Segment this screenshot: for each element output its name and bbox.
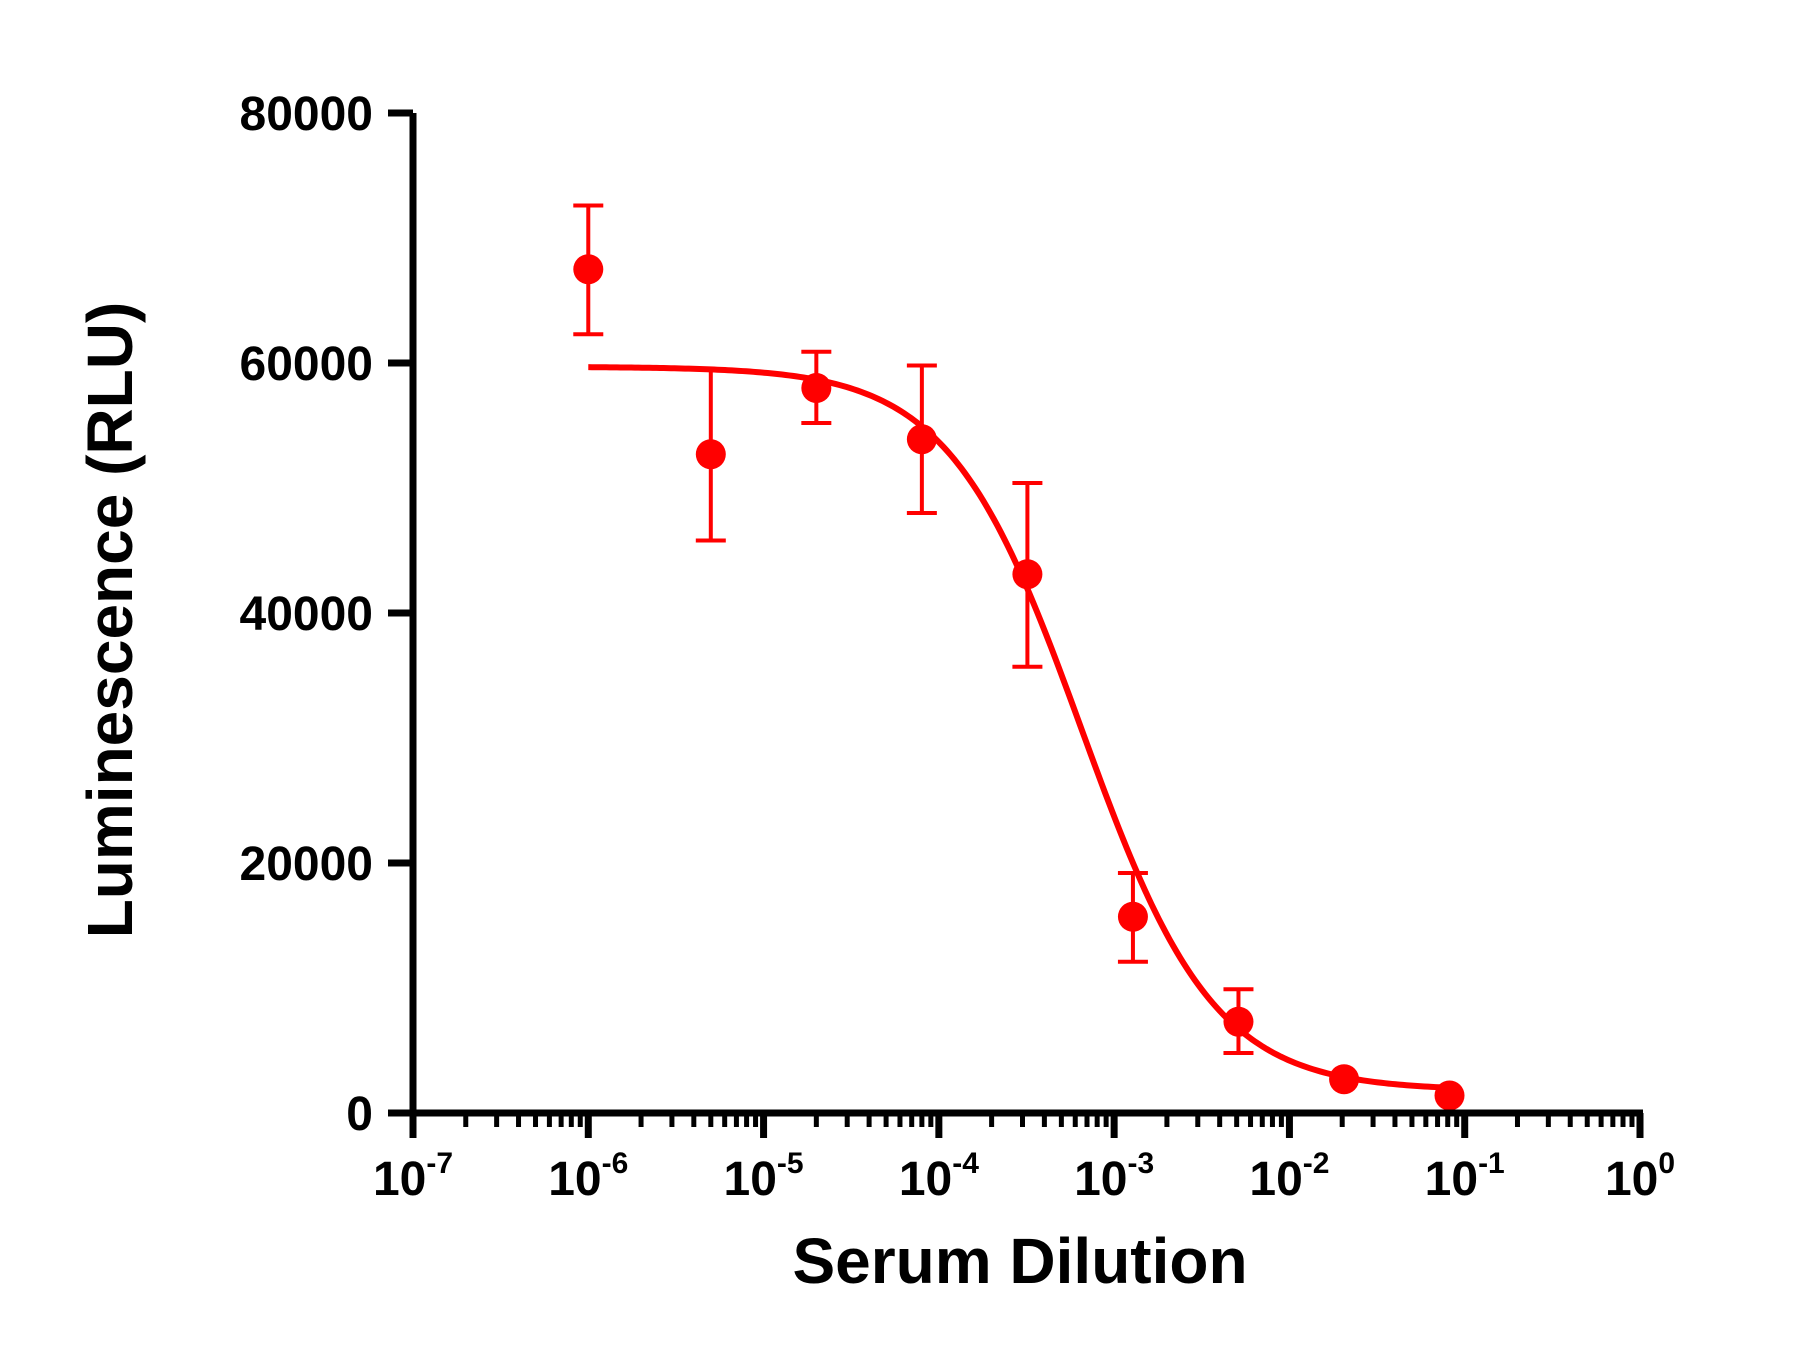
y-tick-label: 80000 (240, 88, 373, 141)
y-tick-label: 20000 (240, 838, 373, 891)
x-tick-label: 10-5 (724, 1147, 804, 1206)
fit-curve (588, 364, 1450, 1091)
x-tick-label: 100 (1605, 1147, 1675, 1206)
y-tick-label: 0 (346, 1088, 373, 1141)
data-point (573, 254, 604, 285)
x-tick-exponent: 0 (1658, 1147, 1675, 1180)
x-tick-base: 10 (899, 1153, 952, 1206)
data-point (695, 439, 726, 470)
x-tick-exponent: -7 (426, 1147, 453, 1180)
y-tick-label: 60000 (240, 338, 373, 391)
data-point (1117, 901, 1148, 932)
marks-layer (573, 203, 1465, 1111)
data-point (1329, 1064, 1360, 1095)
x-tick-base: 10 (548, 1153, 601, 1206)
x-tick-base: 10 (724, 1153, 777, 1206)
x-tick-exponent: -6 (602, 1147, 629, 1180)
data-point (801, 373, 832, 403)
x-tick-exponent: -4 (952, 1147, 979, 1180)
x-tick-exponent: -1 (1478, 1147, 1505, 1180)
fit-layer (588, 364, 1450, 1091)
x-tick-label: 10-6 (548, 1147, 628, 1206)
x-tick-label: 10-2 (1249, 1147, 1329, 1206)
x-tick-base: 10 (1605, 1153, 1658, 1206)
x-axis-title: Serum Dilution (792, 1225, 1247, 1297)
data-point (906, 424, 937, 455)
x-tick-exponent: -3 (1127, 1147, 1154, 1180)
data-point (1012, 559, 1043, 590)
x-tick-label: 10-3 (1074, 1147, 1154, 1206)
y-tick-label: 40000 (240, 588, 373, 641)
y-axis-title: Luminescence (RLU) (74, 302, 146, 939)
x-tick-label: 10-4 (899, 1147, 979, 1206)
x-tick-base: 10 (1249, 1153, 1302, 1206)
data-point (1434, 1080, 1465, 1111)
x-tick-label: 10-1 (1425, 1147, 1505, 1206)
x-tick-base: 10 (1074, 1153, 1127, 1206)
x-tick-exponent: -5 (777, 1147, 804, 1180)
x-tick-base: 10 (1425, 1153, 1478, 1206)
x-tick-base: 10 (373, 1153, 426, 1206)
x-tick-label: 10-7 (373, 1147, 453, 1206)
data-point (1223, 1006, 1254, 1037)
x-tick-exponent: -2 (1303, 1147, 1330, 1180)
